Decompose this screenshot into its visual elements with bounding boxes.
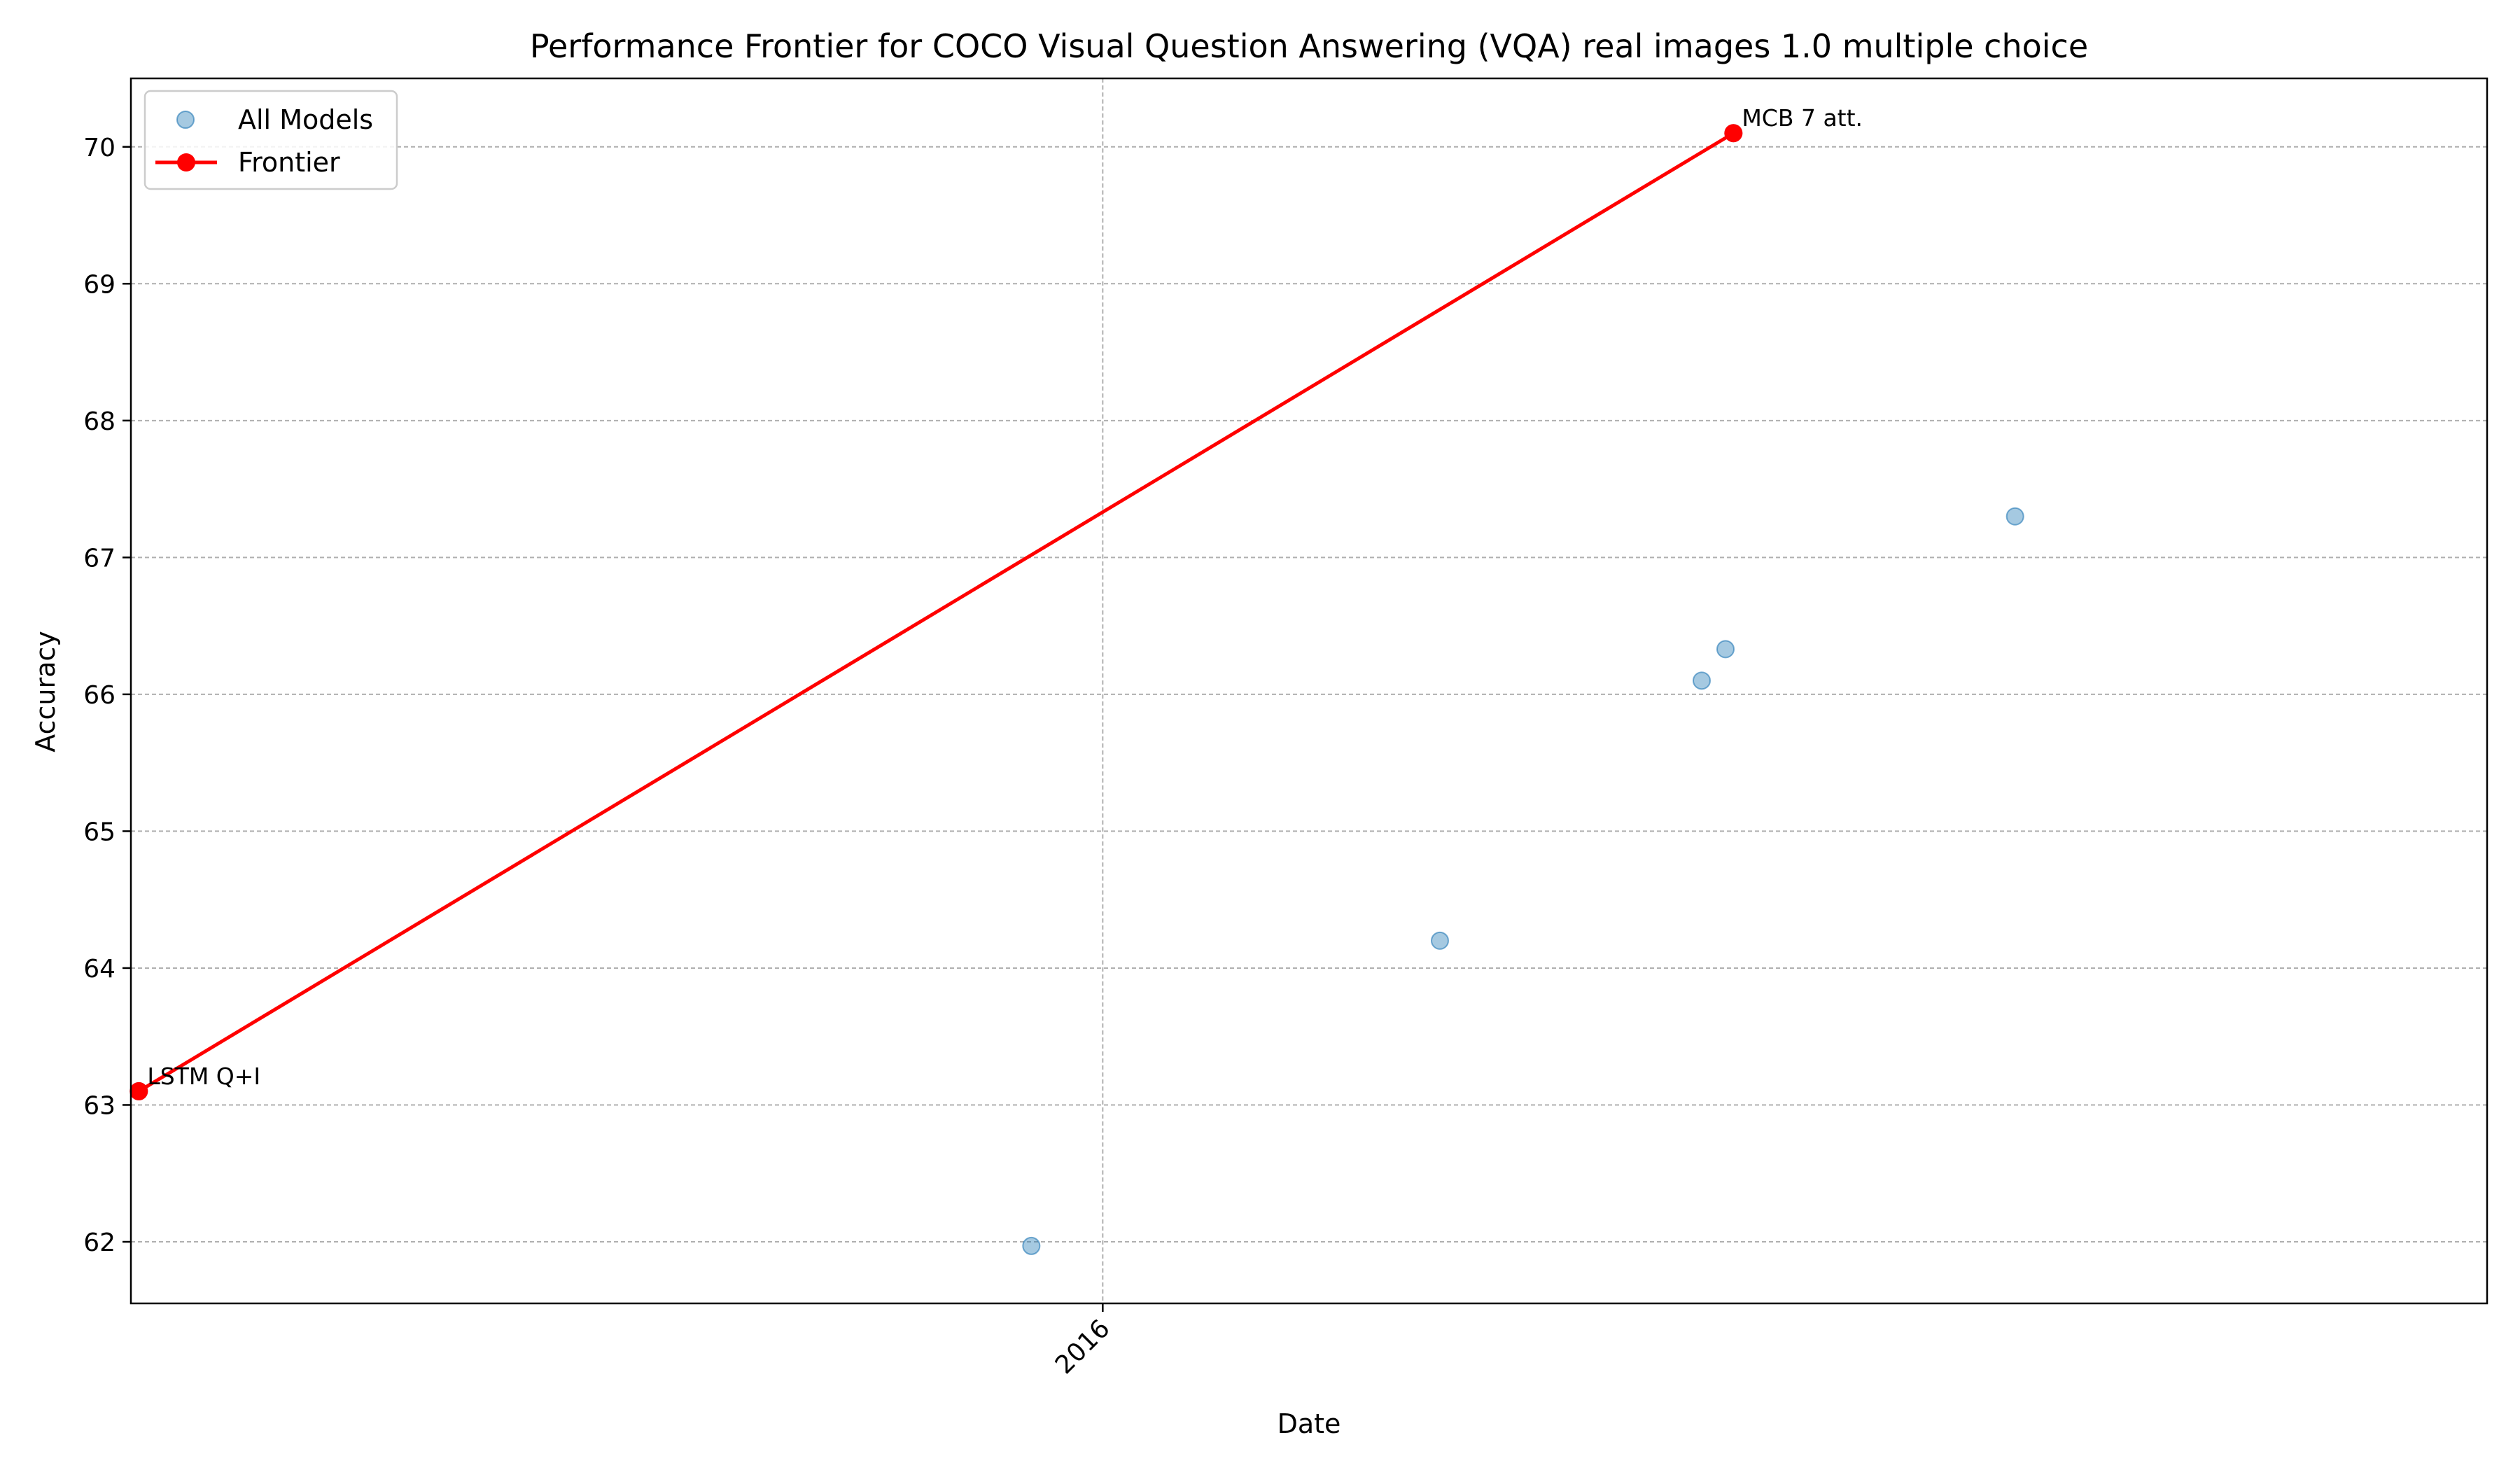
annotations: LSTM Q+I MCB 7 att.: [147, 104, 1863, 1090]
frontier-points: [130, 124, 1743, 1100]
grid: [131, 78, 2487, 1303]
frontier-series-line: [138, 132, 1735, 1093]
scatter-point: [1022, 1236, 1041, 1255]
y-tick-label: 69: [83, 270, 115, 299]
legend-marker-all-models: [176, 111, 195, 129]
y-tick-label: 67: [83, 544, 115, 573]
legend-marker-frontier: [177, 153, 195, 172]
y-tick-label: 68: [83, 407, 115, 436]
y-tick-label: 65: [83, 818, 115, 846]
y-tick-label: 70: [83, 134, 115, 162]
chart-title: Performance Frontier for COCO Visual Que…: [530, 27, 2088, 65]
y-tick-label: 66: [83, 681, 115, 710]
legend-box: [144, 90, 398, 190]
scatter-point: [1716, 640, 1735, 659]
scatter-point: [1431, 931, 1449, 950]
frontier-line: [138, 132, 1735, 1093]
legend-label-frontier: Frontier: [238, 147, 340, 178]
legend-label-all-models: All Models: [238, 104, 373, 135]
annotation-label: MCB 7 att.: [1742, 104, 1863, 132]
scatter-point: [2005, 507, 2024, 526]
annotation-label: LSTM Q+I: [147, 1063, 260, 1090]
x-axis-label: Date: [1278, 1408, 1341, 1439]
y-axis-label: Accuracy: [30, 631, 61, 752]
y-tick-label: 64: [83, 955, 115, 983]
y-tick-label: 62: [83, 1228, 115, 1257]
scatter-point: [1693, 671, 1711, 690]
frontier-point: [130, 1082, 148, 1100]
frontier-point: [1724, 124, 1743, 143]
y-tick-label: 63: [83, 1091, 115, 1120]
legend: All Models Frontier: [144, 90, 398, 190]
plot-frame: [130, 77, 2488, 1305]
y-axis-ticks: 62 63 64 65 66 67 68 69 70: [83, 134, 131, 1257]
